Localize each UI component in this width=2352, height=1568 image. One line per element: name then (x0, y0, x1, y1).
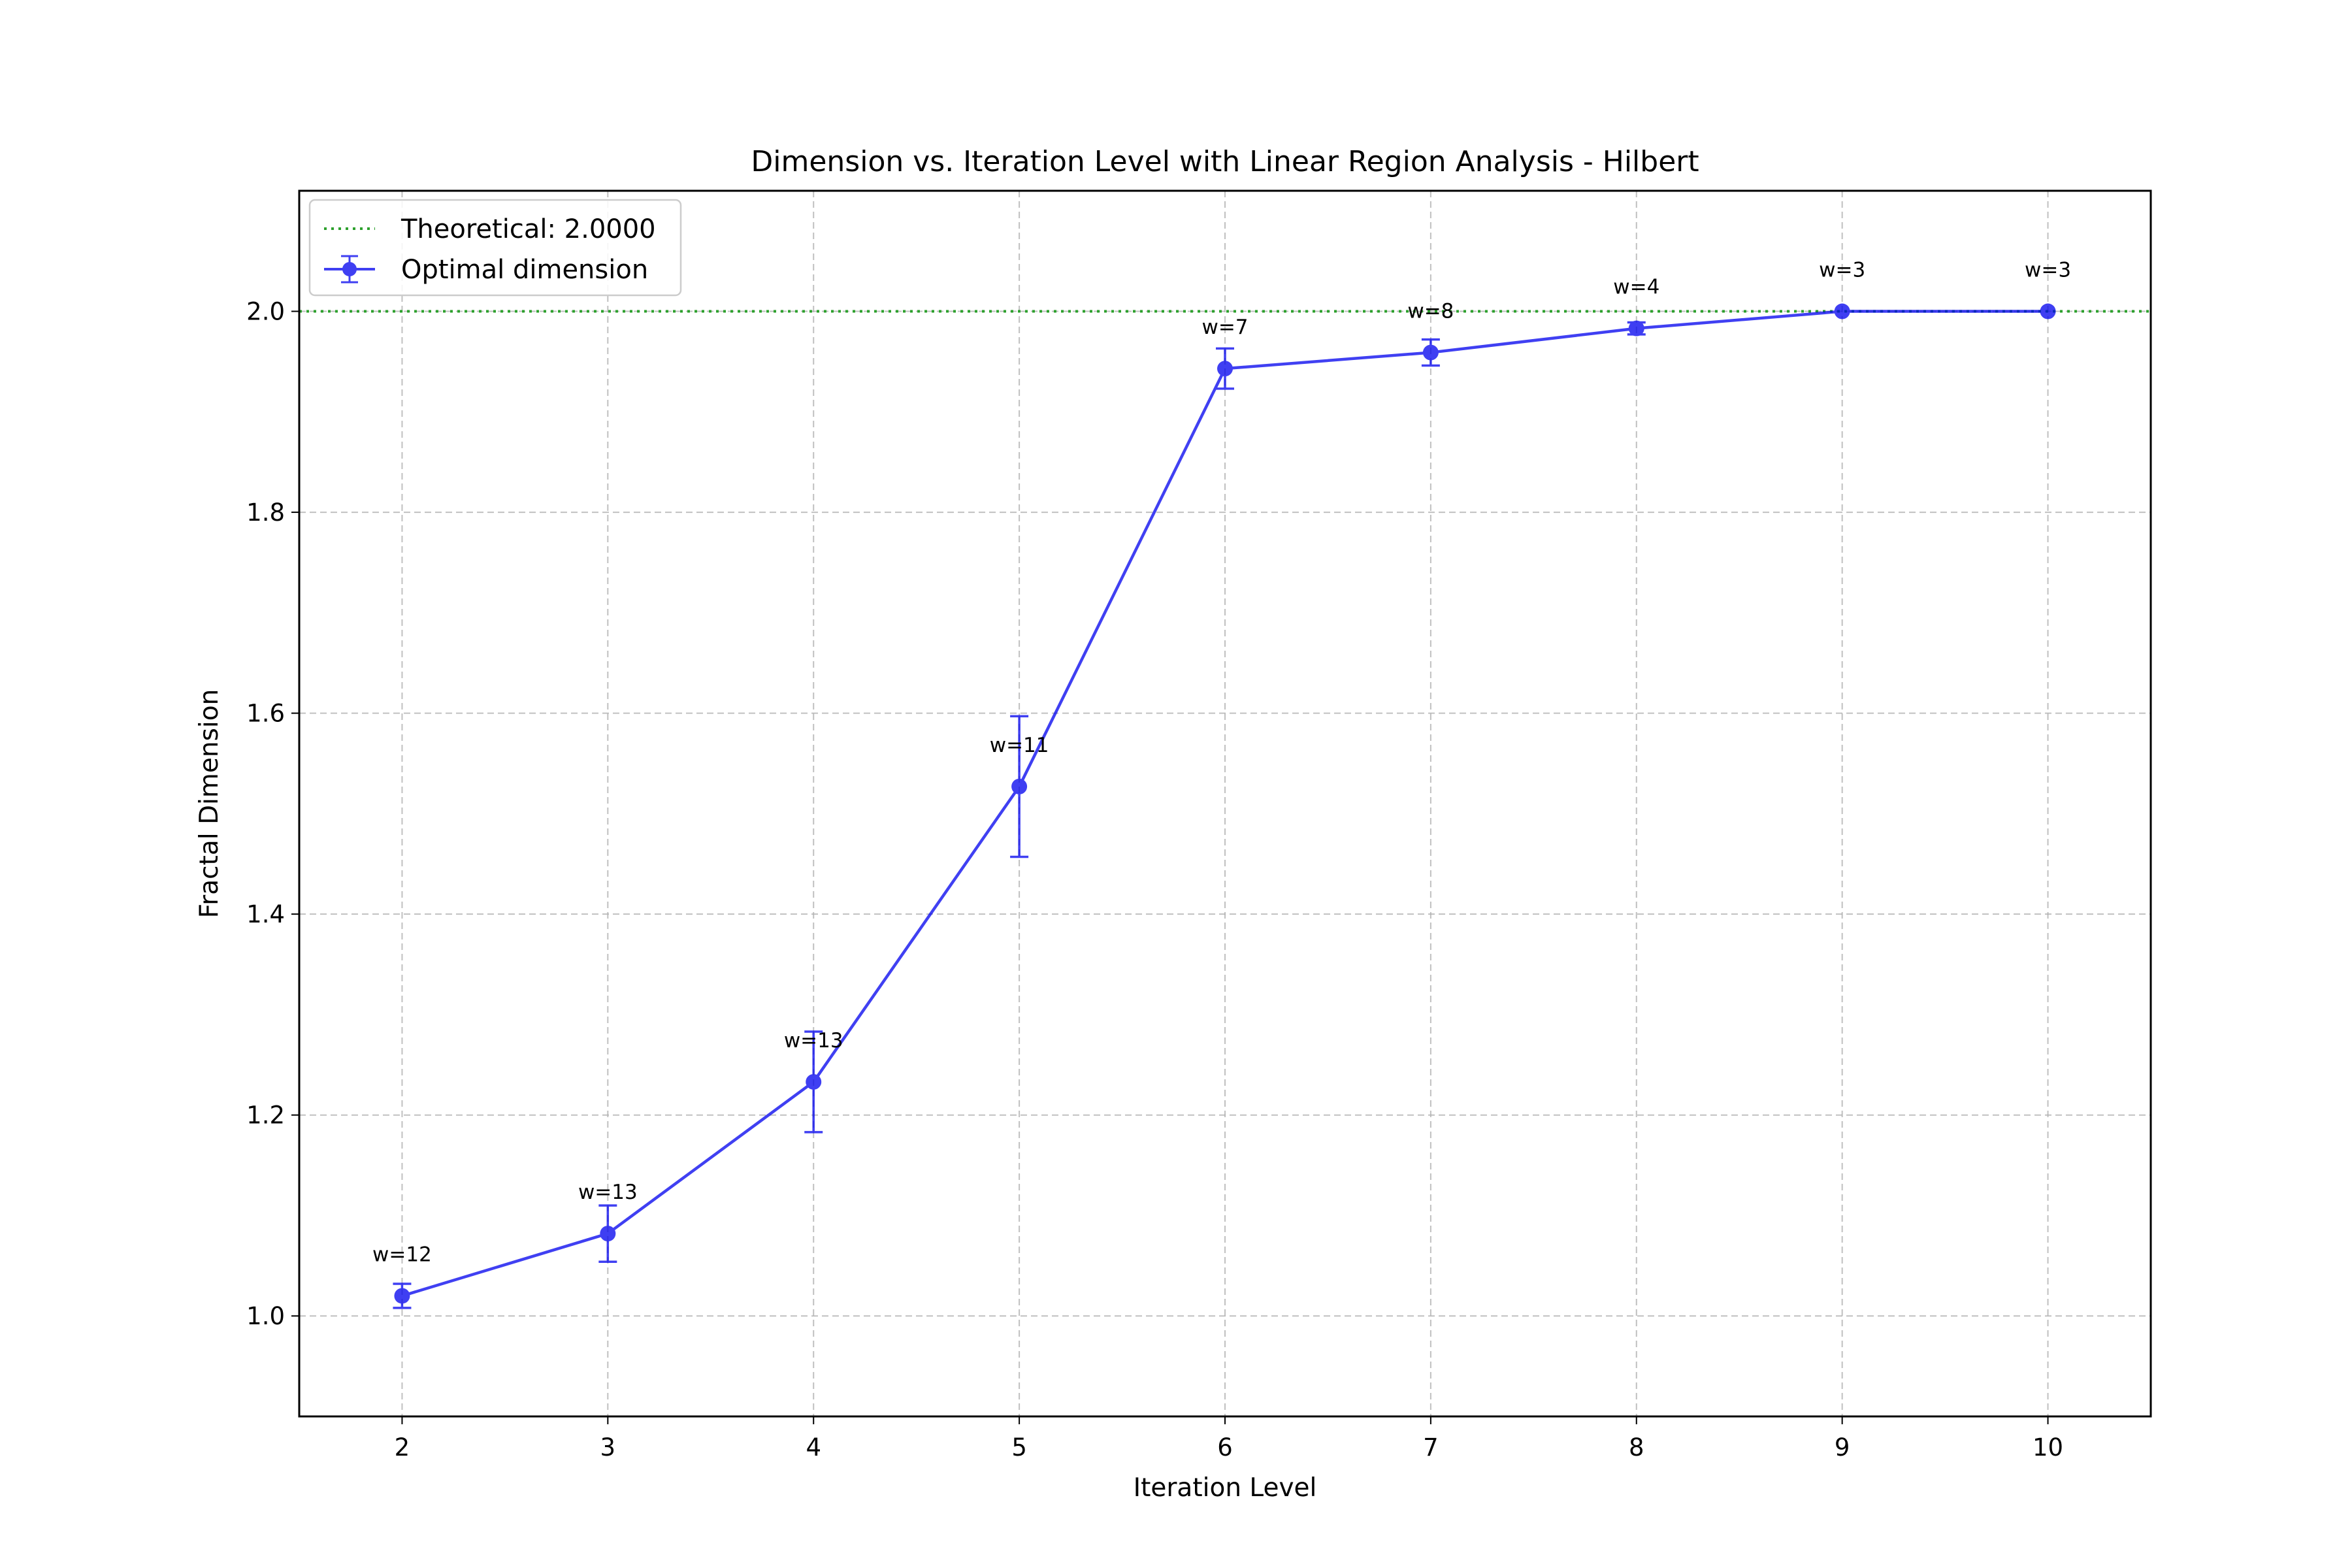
legend: Theoretical: 2.0000 Optimal dimension (308, 199, 682, 297)
point-annotation: w=12 (372, 1243, 432, 1266)
y-tick-label: 1.0 (246, 1302, 285, 1330)
point-annotation: w=3 (2025, 259, 2071, 282)
x-axis-label: Iteration Level (1134, 1473, 1317, 1503)
legend-box (308, 199, 682, 297)
y-tick-label: 1.8 (246, 498, 285, 527)
legend-marker-optimal (324, 255, 375, 284)
chart-title: Dimension vs. Iteration Level with Linea… (751, 145, 1699, 178)
point-annotation: w=11 (990, 734, 1049, 757)
data-point (806, 1073, 822, 1090)
x-tick-label: 8 (1629, 1433, 1644, 1462)
data-point (1628, 320, 1644, 336)
point-annotation: w=7 (1201, 316, 1248, 339)
legend-label-optimal: Optimal dimension (401, 255, 648, 285)
data-point (1217, 361, 1233, 377)
data-point (394, 1288, 410, 1304)
x-tick-label: 10 (2033, 1433, 2063, 1462)
y-tick-label: 2.0 (246, 298, 285, 326)
x-tick-label: 5 (1011, 1433, 1027, 1462)
point-annotation: w=13 (784, 1029, 843, 1053)
data-point (600, 1226, 616, 1242)
data-point (1422, 344, 1439, 361)
x-tick-label: 9 (1835, 1433, 1850, 1462)
series-group: w=12 w=13 w=13 w=11 w=7 w=8 w=4 w=3 w=3 (372, 259, 2071, 1309)
data-point (2040, 303, 2056, 319)
x-tick-label: 4 (806, 1433, 821, 1462)
data-point (1011, 778, 1028, 794)
point-annotation: w=13 (578, 1181, 638, 1204)
point-annotation: w=4 (1613, 276, 1659, 299)
x-tick-label: 6 (1217, 1433, 1233, 1462)
x-tick-label: 2 (395, 1433, 410, 1462)
legend-label-theoretical: Theoretical: 2.0000 (400, 214, 656, 244)
y-tick-label: 1.2 (246, 1102, 285, 1130)
y-tick-label: 1.4 (246, 900, 285, 928)
data-point (1834, 303, 1850, 319)
x-tick-label: 3 (600, 1433, 616, 1462)
point-annotation: w=8 (1407, 300, 1454, 323)
ticks: 2 3 4 5 6 7 8 9 10 1.0 1.2 1.4 1.6 1.8 2.0 (246, 298, 2063, 1462)
series-optimal-dimension (393, 303, 2056, 1309)
y-tick-label: 1.6 (246, 700, 285, 728)
y-axis-label: Fractal Dimension (195, 689, 224, 919)
x-tick-label: 7 (1423, 1433, 1439, 1462)
point-annotation: w=3 (1819, 259, 1865, 282)
